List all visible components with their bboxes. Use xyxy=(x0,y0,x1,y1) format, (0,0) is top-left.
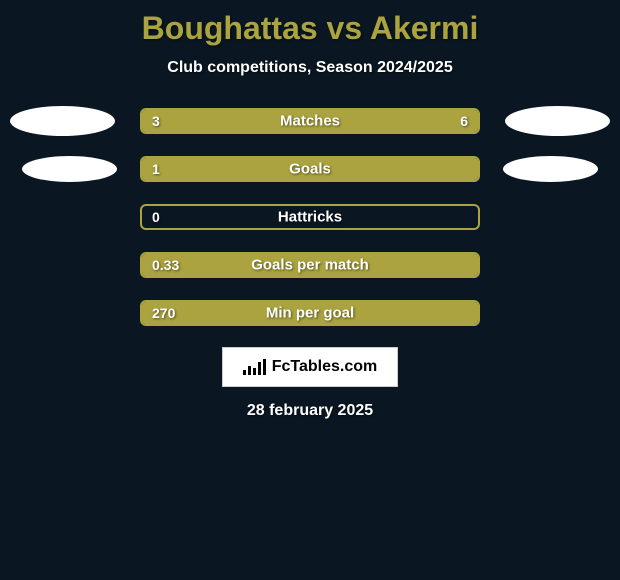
stat-label: Hattricks xyxy=(278,209,342,226)
stat-bar: 0 Hattricks xyxy=(140,204,480,230)
stat-label: Matches xyxy=(280,113,340,130)
stat-label: Goals xyxy=(289,161,331,178)
stat-value-left: 3 xyxy=(152,113,160,129)
page-title: Boughattas vs Akermi xyxy=(0,10,620,47)
stat-value-left: 270 xyxy=(152,305,175,321)
stat-row-min-per-goal: 270 Min per goal xyxy=(0,299,620,327)
badge-text: FcTables.com xyxy=(272,358,378,376)
source-badge-container: FcTables.com xyxy=(0,347,620,387)
avatar-icon xyxy=(22,156,117,182)
avatar-icon xyxy=(10,106,115,136)
stat-label: Goals per match xyxy=(251,257,369,274)
player-avatar-left xyxy=(22,156,117,182)
player-avatar-right xyxy=(503,156,598,182)
stat-row-hattricks: 0 Hattricks xyxy=(0,203,620,231)
stat-bar: 0.33 Goals per match xyxy=(140,252,480,278)
stat-value-left: 1 xyxy=(152,161,160,177)
date-label: 28 february 2025 xyxy=(0,402,620,420)
stat-value-right: 6 xyxy=(460,113,468,129)
stat-row-matches: 3 Matches 6 xyxy=(0,107,620,135)
comparison-infographic: Boughattas vs Akermi Club competitions, … xyxy=(0,0,620,430)
subtitle: Club competitions, Season 2024/2025 xyxy=(0,59,620,77)
stat-bar: 1 Goals xyxy=(140,156,480,182)
player-avatar-right xyxy=(505,106,610,136)
stat-row-goals-per-match: 0.33 Goals per match xyxy=(0,251,620,279)
player-avatar-left xyxy=(10,106,115,136)
avatar-icon xyxy=(503,156,598,182)
chart-icon xyxy=(243,359,266,375)
stat-label: Min per goal xyxy=(266,305,354,322)
stat-bar: 3 Matches 6 xyxy=(140,108,480,134)
avatar-icon xyxy=(505,106,610,136)
stat-bar: 270 Min per goal xyxy=(140,300,480,326)
stat-value-left: 0 xyxy=(152,209,160,225)
source-badge[interactable]: FcTables.com xyxy=(222,347,399,387)
stat-value-left: 0.33 xyxy=(152,257,179,273)
stat-row-goals: 1 Goals xyxy=(0,155,620,183)
